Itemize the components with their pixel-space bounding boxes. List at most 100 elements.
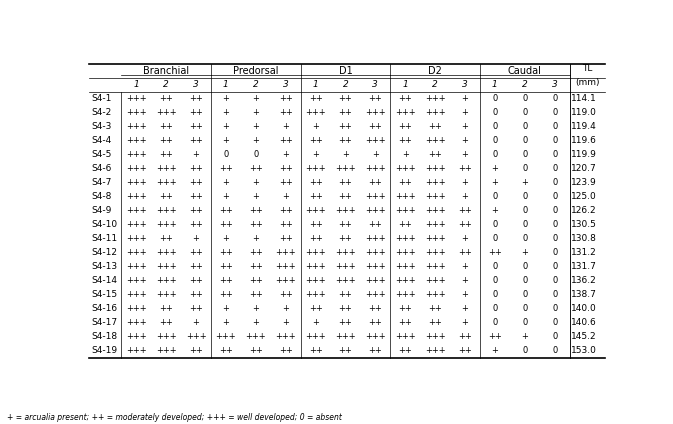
Text: 0: 0 xyxy=(552,304,557,313)
Text: +++: +++ xyxy=(425,109,446,117)
Text: 131.2: 131.2 xyxy=(571,248,597,257)
Text: +++: +++ xyxy=(275,262,296,271)
Text: 0: 0 xyxy=(522,346,528,355)
Text: ++: ++ xyxy=(249,346,262,355)
Text: 140.0: 140.0 xyxy=(571,304,597,313)
Text: ++: ++ xyxy=(398,95,412,103)
Text: ++: ++ xyxy=(368,95,382,103)
Text: +++: +++ xyxy=(425,332,446,341)
Text: +: + xyxy=(192,234,199,243)
Text: ++: ++ xyxy=(249,206,262,215)
Text: 0: 0 xyxy=(552,346,557,355)
Text: ++: ++ xyxy=(279,109,293,117)
Text: ++: ++ xyxy=(249,248,262,257)
Text: 0: 0 xyxy=(522,192,528,201)
Text: +++: +++ xyxy=(156,165,176,173)
Text: +++: +++ xyxy=(365,192,386,201)
Text: TL: TL xyxy=(582,64,592,73)
Text: ++: ++ xyxy=(368,346,382,355)
Text: ++: ++ xyxy=(160,192,173,201)
Text: 145.2: 145.2 xyxy=(571,332,597,341)
Text: 130.5: 130.5 xyxy=(571,220,597,229)
Text: S4-1: S4-1 xyxy=(91,95,111,103)
Text: 138.7: 138.7 xyxy=(571,290,597,299)
Text: ++: ++ xyxy=(339,123,353,131)
Text: +++: +++ xyxy=(395,290,415,299)
Text: +++: +++ xyxy=(365,137,386,145)
Text: ++: ++ xyxy=(219,248,233,257)
Text: +++: +++ xyxy=(395,234,415,243)
Text: +: + xyxy=(282,123,289,131)
Text: ++: ++ xyxy=(428,318,442,327)
Text: 0: 0 xyxy=(522,290,528,299)
Text: 0: 0 xyxy=(552,290,557,299)
Text: +++: +++ xyxy=(126,123,147,131)
Text: S4-9: S4-9 xyxy=(91,206,111,215)
Text: 3: 3 xyxy=(193,81,199,89)
Text: S4-14: S4-14 xyxy=(91,276,117,285)
Text: D1: D1 xyxy=(339,66,353,76)
Text: ++: ++ xyxy=(189,290,203,299)
Text: +++: +++ xyxy=(425,220,446,229)
Text: 0: 0 xyxy=(522,137,528,145)
Text: +++: +++ xyxy=(156,248,176,257)
Text: ++: ++ xyxy=(398,318,412,327)
Text: +++: +++ xyxy=(395,262,415,271)
Text: +++: +++ xyxy=(365,206,386,215)
Text: ++: ++ xyxy=(189,165,203,173)
Text: +++: +++ xyxy=(425,165,446,173)
Text: +: + xyxy=(491,346,498,355)
Text: +: + xyxy=(282,192,289,201)
Text: +++: +++ xyxy=(126,95,147,103)
Text: 3: 3 xyxy=(283,81,289,89)
Text: ++: ++ xyxy=(339,234,353,243)
Text: +: + xyxy=(252,95,259,103)
Text: 0: 0 xyxy=(552,192,557,201)
Text: +: + xyxy=(223,192,229,201)
Text: 130.8: 130.8 xyxy=(571,234,597,243)
Text: +++: +++ xyxy=(126,179,147,187)
Text: +++: +++ xyxy=(306,248,326,257)
Text: ++: ++ xyxy=(339,95,353,103)
Text: ++: ++ xyxy=(279,220,293,229)
Text: S4-19: S4-19 xyxy=(91,346,117,355)
Text: 0: 0 xyxy=(522,206,528,215)
Text: S4-17: S4-17 xyxy=(91,318,117,327)
Text: 0: 0 xyxy=(492,95,497,103)
Text: 0: 0 xyxy=(552,234,557,243)
Text: +++: +++ xyxy=(335,165,356,173)
Text: 3: 3 xyxy=(552,81,557,89)
Text: +++: +++ xyxy=(215,332,236,341)
Text: 0: 0 xyxy=(492,123,497,131)
Text: +++: +++ xyxy=(365,290,386,299)
Text: S4-12: S4-12 xyxy=(91,248,117,257)
Text: +: + xyxy=(462,318,468,327)
Text: +++: +++ xyxy=(425,276,446,285)
Text: +++: +++ xyxy=(156,276,176,285)
Text: +: + xyxy=(402,151,409,159)
Text: +: + xyxy=(522,179,528,187)
Text: 114.1: 114.1 xyxy=(571,95,597,103)
Text: +++: +++ xyxy=(425,192,446,201)
Text: +++: +++ xyxy=(425,234,446,243)
Text: 0: 0 xyxy=(552,151,557,159)
Text: ++: ++ xyxy=(309,192,322,201)
Text: ++: ++ xyxy=(279,95,293,103)
Text: +++: +++ xyxy=(126,262,147,271)
Text: +++: +++ xyxy=(126,304,147,313)
Text: ++: ++ xyxy=(279,179,293,187)
Text: ++: ++ xyxy=(398,137,412,145)
Text: ++: ++ xyxy=(428,123,442,131)
Text: +++: +++ xyxy=(156,262,176,271)
Text: 0: 0 xyxy=(552,276,557,285)
Text: ++: ++ xyxy=(398,304,412,313)
Text: (mm): (mm) xyxy=(575,78,600,87)
Text: S4-10: S4-10 xyxy=(91,220,117,229)
Text: ++: ++ xyxy=(160,304,173,313)
Text: ++: ++ xyxy=(339,346,353,355)
Text: +: + xyxy=(252,318,259,327)
Text: S4-16: S4-16 xyxy=(91,304,117,313)
Text: +++: +++ xyxy=(365,276,386,285)
Text: +++: +++ xyxy=(246,332,266,341)
Text: ++: ++ xyxy=(368,179,382,187)
